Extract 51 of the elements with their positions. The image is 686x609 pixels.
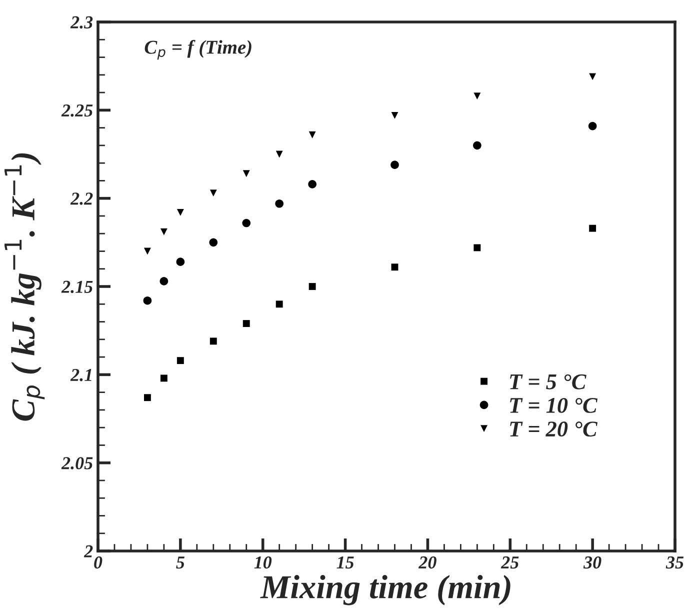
- point: [144, 248, 151, 255]
- point: [276, 150, 283, 158]
- x-tick-label: 25: [500, 556, 519, 569]
- x-tick-label: 10: [254, 556, 272, 569]
- point: [474, 92, 481, 100]
- y-tick-label: 2.1: [70, 368, 92, 382]
- y-tick-label: 2: [84, 545, 93, 558]
- point: [308, 131, 316, 138]
- point: [242, 170, 250, 178]
- legend-label: T = 10 °C: [510, 398, 598, 413]
- point: [160, 277, 168, 286]
- point: [308, 180, 316, 188]
- point: [160, 228, 168, 236]
- point: [242, 320, 250, 328]
- point: [160, 374, 168, 382]
- point: [143, 296, 152, 305]
- x-tick-label: 0: [94, 556, 102, 569]
- y-tick-label: 2.15: [61, 280, 93, 294]
- x-tick-label: 15: [336, 556, 354, 569]
- x-axis-title: Mixing time (min): [260, 575, 510, 606]
- point: [176, 357, 184, 364]
- point: [144, 394, 151, 402]
- point: [308, 283, 316, 290]
- point: [391, 264, 398, 271]
- y-tick-label: 2.05: [61, 457, 93, 470]
- point: [391, 112, 398, 119]
- point: [589, 224, 596, 232]
- y-tick-label: 2.3: [70, 16, 93, 29]
- point: [275, 199, 284, 208]
- point: [588, 122, 597, 130]
- y-tick-label: 2.25: [61, 104, 93, 117]
- point: [276, 300, 283, 308]
- point: [209, 238, 218, 247]
- point: [210, 190, 217, 197]
- y-axis-title: C$_{p}$ ( kJ. kg$^{−1}$. K$^{−1}$): [4, 153, 45, 421]
- legend-label: T = 20 °C: [510, 422, 598, 437]
- y-tick-label: 2.2: [70, 192, 93, 205]
- x-tick-label: 5: [176, 556, 184, 569]
- point: [176, 208, 184, 216]
- x-tick-label: 30: [583, 556, 602, 569]
- point: [589, 73, 596, 80]
- point: [176, 258, 185, 266]
- point: [210, 338, 217, 345]
- x-tick-label: 35: [666, 556, 684, 569]
- legend-label: T = 5 °C: [510, 374, 586, 390]
- point: [242, 218, 251, 228]
- x-tick-label: 20: [418, 556, 436, 569]
- point: [473, 141, 482, 150]
- point: [390, 160, 399, 169]
- point: [474, 244, 481, 252]
- annotation: C$_{p}$ = f (Time): [144, 40, 252, 60]
